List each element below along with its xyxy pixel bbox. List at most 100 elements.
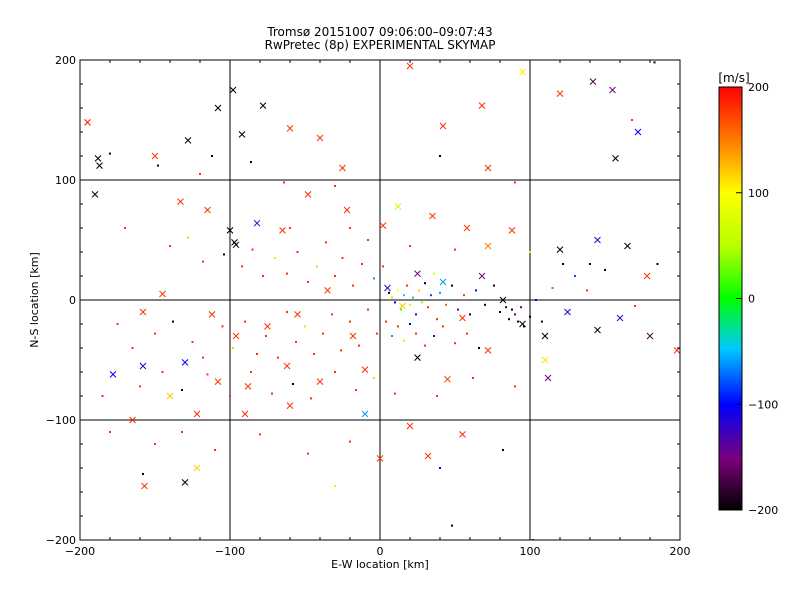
x-marker — [241, 410, 249, 418]
x-marker — [484, 347, 492, 354]
x-marker — [463, 224, 471, 232]
dot-marker — [385, 320, 387, 323]
dot-marker — [223, 253, 225, 256]
x-marker — [214, 378, 222, 385]
y-tick-label: 200 — [55, 54, 76, 67]
dot-marker — [409, 303, 411, 306]
x-marker — [184, 137, 192, 144]
dot-marker — [445, 303, 447, 306]
dot-marker — [334, 275, 336, 277]
dot-marker — [221, 325, 224, 328]
dot-marker — [499, 311, 501, 313]
x-marker — [166, 392, 174, 400]
x-marker — [232, 332, 240, 340]
dot-marker — [451, 524, 453, 527]
dot-marker — [259, 433, 261, 436]
y-tick-label: 100 — [55, 174, 76, 187]
x-marker — [541, 332, 549, 340]
x-marker — [304, 191, 312, 198]
x-marker — [181, 479, 189, 486]
colorbar-ticks: 200 100 0 −100 −200 — [736, 81, 778, 517]
dot-marker — [241, 265, 243, 268]
x-marker — [544, 374, 552, 382]
dot-marker — [109, 431, 111, 433]
dot-marker — [412, 296, 414, 299]
x-marker — [384, 284, 391, 292]
x-marker — [91, 191, 99, 198]
x-marker — [294, 311, 301, 318]
dot-marker — [493, 284, 495, 287]
dot-marker — [251, 248, 254, 251]
dot-marker — [439, 291, 441, 294]
dot-marker — [529, 315, 531, 318]
dot-marker — [283, 181, 285, 184]
dot-marker — [172, 320, 174, 323]
dot-marker — [334, 185, 336, 187]
dot-marker — [157, 164, 159, 167]
dot-marker — [131, 347, 134, 349]
dot-marker — [418, 289, 420, 292]
dot-marker — [436, 395, 438, 397]
x-marker — [616, 314, 624, 322]
x-tick-label: 0 — [377, 545, 384, 558]
dot-marker — [511, 308, 513, 311]
dot-marker — [340, 349, 342, 352]
x-marker — [193, 410, 201, 418]
dot-marker — [304, 325, 306, 328]
x-marker — [316, 134, 324, 142]
colorbar: [m/s] 200 100 0 −100 −200 — [718, 71, 778, 517]
x-marker — [484, 164, 492, 172]
dot-marker — [505, 306, 507, 309]
dot-marker — [397, 289, 399, 292]
x-marker — [279, 227, 286, 234]
dot-marker — [232, 347, 234, 349]
x-marker — [253, 219, 261, 227]
dot-marker — [466, 332, 468, 335]
dot-marker — [296, 251, 299, 253]
dot-marker — [206, 373, 209, 376]
y-tick-label: −100 — [46, 414, 76, 427]
dot-marker — [382, 265, 384, 268]
x-marker — [193, 464, 201, 472]
dot-marker — [400, 308, 402, 311]
chart-subtitle: RwPretec (8p) EXPERIMENTAL SKYMAP — [264, 38, 496, 52]
dot-marker — [358, 344, 360, 347]
dot-marker — [142, 473, 144, 475]
dot-marker — [451, 284, 453, 287]
x-marker — [264, 323, 271, 330]
dot-marker — [271, 392, 273, 395]
x-marker — [444, 375, 451, 383]
chart-title: Tromsø 20151007 09:06:00–09:07:43 — [267, 25, 493, 39]
dot-marker — [316, 265, 318, 268]
colorbar-tick-label: −200 — [748, 504, 778, 517]
dot-marker — [535, 299, 537, 301]
x-marker — [214, 104, 222, 112]
x-marker — [286, 125, 294, 132]
x-marker — [259, 102, 267, 109]
x-marker — [141, 482, 148, 490]
x-marker — [361, 410, 369, 418]
dot-marker — [589, 263, 591, 265]
dot-marker — [187, 236, 189, 239]
dot-marker — [101, 395, 104, 397]
dot-marker — [653, 61, 656, 64]
x-marker — [349, 332, 357, 340]
dot-marker — [394, 392, 396, 395]
dot-marker — [295, 341, 297, 343]
x-marker — [229, 86, 237, 94]
dot-marker — [361, 263, 363, 265]
dot-marker — [502, 449, 504, 451]
x-marker — [499, 296, 507, 304]
x-marker — [414, 354, 421, 361]
x-marker — [484, 242, 492, 250]
dot-marker — [244, 320, 246, 323]
dot-marker — [349, 320, 351, 323]
dot-marker — [334, 485, 336, 487]
x-marker — [394, 203, 402, 210]
scatter-points — [84, 61, 680, 540]
x-marker — [376, 455, 384, 462]
dot-marker — [376, 332, 378, 335]
dot-marker — [469, 313, 471, 316]
dot-marker — [214, 449, 216, 451]
